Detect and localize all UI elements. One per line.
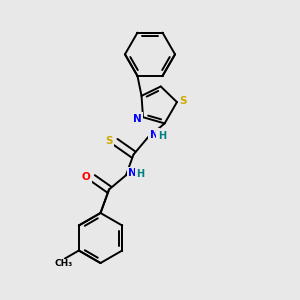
Text: H: H xyxy=(136,169,144,179)
Text: CH₃: CH₃ xyxy=(54,260,73,268)
Text: N: N xyxy=(133,114,142,124)
Text: S: S xyxy=(105,136,113,146)
Text: N: N xyxy=(150,130,159,140)
Text: H: H xyxy=(158,131,166,141)
Text: O: O xyxy=(82,172,91,182)
Text: N: N xyxy=(128,168,137,178)
Text: S: S xyxy=(180,96,187,106)
